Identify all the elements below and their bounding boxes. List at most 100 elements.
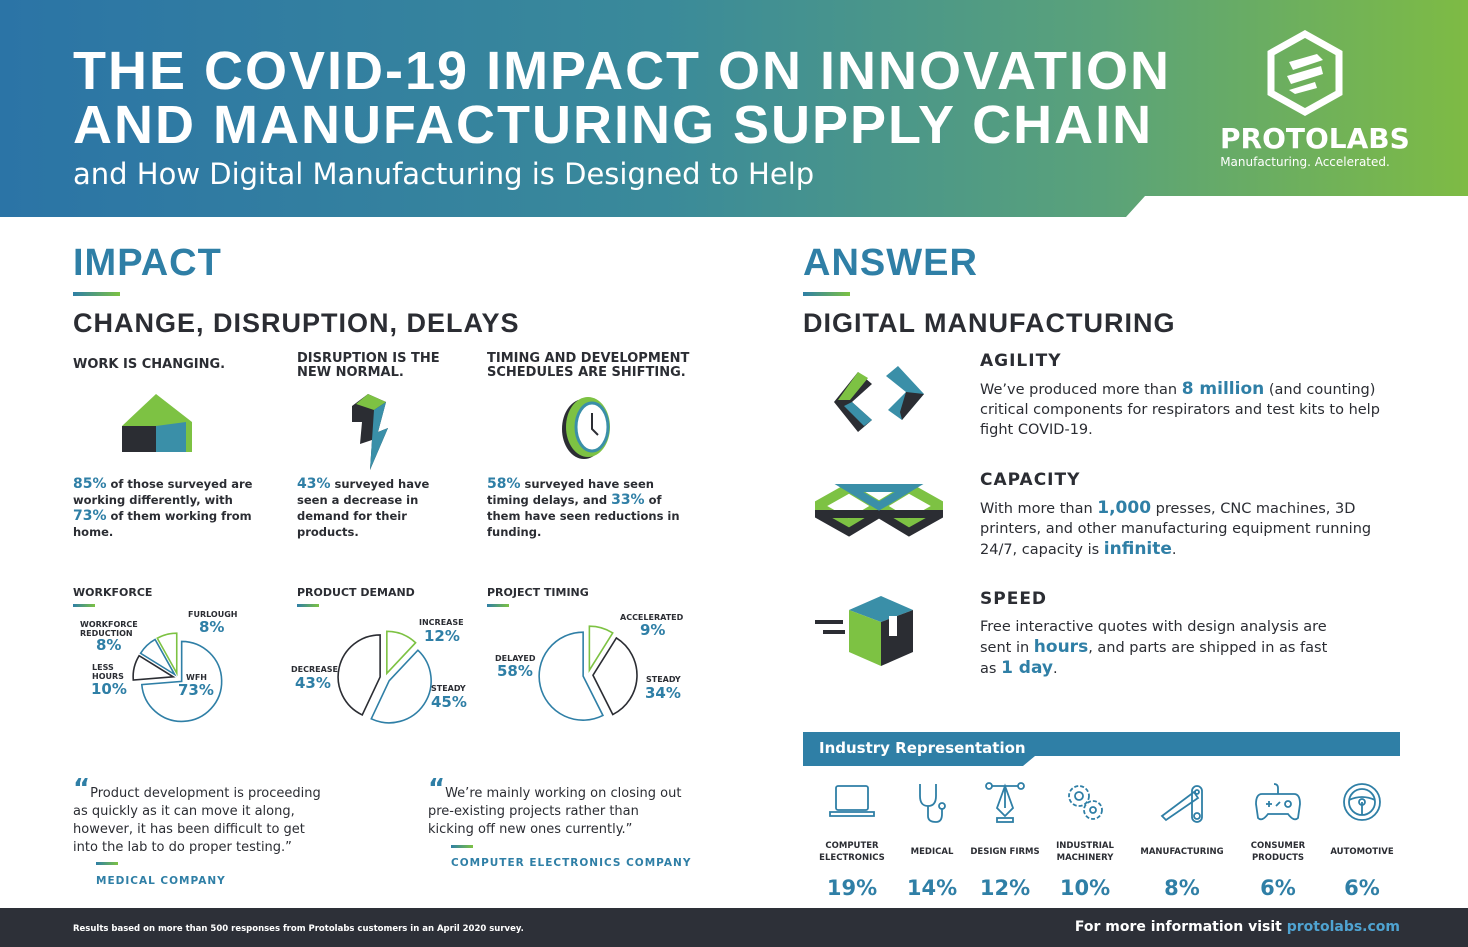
pie-slice [588,625,614,673]
divider [297,604,319,607]
industry-percent: 10% [1059,876,1111,900]
steering-wheel-icon [1343,783,1381,821]
pie-value: 9% [640,621,666,639]
page-title: THE COVID-19 IMPACT ON INNOVATION AND MAN… [73,41,1172,155]
quote-mark-icon: “ [428,774,446,804]
pie-slice [139,638,177,677]
pie-value: 10% [91,680,127,698]
speed-text: Free interactive quotes with design anal… [980,619,1328,678]
pie-title: PROJECT TIMING [487,586,589,599]
footer-info: For more information visit protolabs.com [1074,919,1400,935]
pie-label: DECREASE [291,665,339,674]
agility-arrows-icon [834,366,924,432]
laptop-icon [829,785,875,817]
column-title: WORK IS CHANGING. [73,357,226,372]
pie-label: WFH [186,673,207,682]
pie-slice [156,632,178,677]
pie-label: INCREASE [419,618,464,627]
industry-item: AUTOMOTIVE 6% [1317,780,1407,900]
agility-text: We’ve produced more than 8 million (and … [980,379,1380,438]
divider [451,845,473,848]
robot-arm-icon [1160,785,1203,823]
industry-item: DESIGN FIRMS 12% [960,780,1050,900]
industry-name: AUTOMOTIVE [1330,847,1394,857]
gamepad-icon [1255,783,1301,821]
industry-item: COMPUTER ELECTRONICS 19% [807,780,897,900]
industry-percent: 14% [906,876,958,900]
industry-name: COMPUTER ELECTRONICS [819,841,885,863]
protolabs-logo: PROTOLABS Manufacturing. Accelerated. [1220,29,1410,169]
pie-label: LESS HOURS [92,663,124,681]
answer-subheading: DIGITAL MANUFACTURING [803,308,1176,338]
pie-title: WORKFORCE [73,586,153,599]
pen-tool-icon [985,782,1025,823]
pie-charts [132,625,638,724]
website-link[interactable]: protolabs.com [1286,919,1400,935]
industry-item: INDUSTRIAL MACHINERY 10% [1040,780,1130,900]
pie-slice [370,649,432,724]
pie-slice [592,636,638,716]
speed-section: SPEED Free interactive quotes with desig… [980,589,1340,679]
pie-value: 12% [424,627,460,645]
pie-label: STEADY [646,675,681,684]
column-title: DISRUPTION IS THE NEW NORMAL. [297,351,440,380]
pie-label: DELAYED [495,654,536,663]
industry-name: CONSUMER PRODUCTS [1250,841,1306,863]
agility-section: AGILITY We’ve produced more than 8 milli… [980,351,1380,440]
speed-box-icon [815,596,913,666]
industry-item: MEDICAL 14% [887,780,977,900]
pie-value: 73% [178,681,214,699]
agility-title: AGILITY [980,351,1062,371]
industry-title: Industry Representation [819,739,1026,757]
stethoscope-icon [919,784,946,823]
quote-2: “We’re mainly working on closing out pre… [428,774,682,837]
industry-percent: 12% [979,876,1031,900]
impact-subheading: CHANGE, DISRUPTION, DELAYS [73,308,520,338]
quote-mark-icon: “ [73,774,91,804]
work-changing-text: 85% of those surveyed are working differ… [73,476,253,539]
capacity-infinity-icon [815,484,943,537]
lightning-bolt-icon [352,394,388,470]
capacity-text: With more than 1,000 presses, CNC machin… [980,498,1372,559]
pie-label: ACCELERATED [620,613,684,622]
quote-source: COMPUTER ELECTRONICS COMPANY [451,857,692,869]
pie-label: WORKFORCE REDUCTION [80,620,138,638]
hexagon-logo-icon [1267,29,1343,117]
industry-percent: 6% [1344,876,1380,900]
column-title: TIMING AND DEVELOPMENT SCHEDULES ARE SHI… [487,351,690,380]
disruption-text: 43% surveyed have seen a decrease in dem… [297,476,430,539]
industry-name: INDUSTRIAL MACHINERY [1056,841,1114,863]
industry-percent: 8% [1164,876,1200,900]
industry-item: CONSUMER PRODUCTS 6% [1233,780,1323,900]
pie-slice [538,631,605,721]
industry-name: DESIGN FIRMS [970,847,1040,857]
pie-slice [337,634,381,716]
pie-slice [140,640,223,723]
pie-value: 34% [645,684,681,702]
impact-heading: IMPACT [73,242,222,284]
industry-item: MANUFACTURING 8% [1137,780,1227,900]
industry-percent: 19% [826,876,878,900]
pie-value: 8% [199,618,225,636]
house-icon [122,394,192,452]
footer-note: Results based on more than 500 responses… [73,924,524,934]
timing-text: 58% surveyed have seen timing delays, an… [487,476,680,539]
page-subtitle: and How Digital Manufacturing is Designe… [73,157,815,191]
quote-source: MEDICAL COMPANY [96,875,226,887]
divider [803,292,850,296]
pie-title: PRODUCT DEMAND [297,586,415,599]
capacity-title: CAPACITY [980,470,1081,490]
answer-heading: ANSWER [803,242,978,284]
industry-name: MANUFACTURING [1140,847,1224,857]
pie-value: 8% [96,636,122,654]
clock-icon [562,397,610,459]
industry-name: MEDICAL [910,847,954,857]
pie-label: FURLOUGH [188,610,238,619]
divider [73,292,120,296]
divider [73,604,95,607]
divider [96,862,118,865]
pie-slice [132,654,176,681]
pie-label: STEADY [431,684,466,693]
divider [487,604,509,607]
quote-1: “Product development is proceeding as qu… [73,774,321,855]
